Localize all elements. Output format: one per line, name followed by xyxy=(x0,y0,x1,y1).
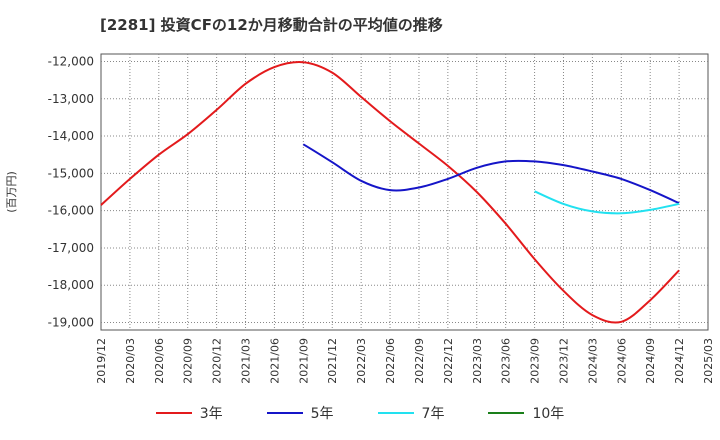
x-tick-label: 2020/12 xyxy=(211,338,224,384)
x-tick-label: 2024/03 xyxy=(586,338,599,384)
y-tick-label: -16,000 xyxy=(48,204,94,218)
legend: 3年 5年 7年 10年 xyxy=(0,403,720,423)
legend-swatch xyxy=(266,412,303,414)
legend-swatch xyxy=(488,412,525,414)
x-tick-label: 2023/09 xyxy=(529,338,542,384)
y-tick-label: -13,000 xyxy=(48,92,94,106)
x-tick-label: 2024/06 xyxy=(615,338,628,384)
x-tick-label: 2020/09 xyxy=(182,338,195,384)
x-tick-label: 2023/06 xyxy=(500,338,513,384)
x-tick-label: 2019/12 xyxy=(95,338,108,384)
series-line-3 xyxy=(534,190,680,215)
legend-label: 5年 xyxy=(310,406,334,422)
legend-item: 10年 xyxy=(488,403,564,423)
legend-swatch xyxy=(155,412,192,414)
x-tick-label: 2023/12 xyxy=(557,338,570,384)
x-tick-label: 2024/09 xyxy=(644,338,657,384)
y-tick-label: -17,000 xyxy=(48,241,94,255)
x-tick-label: 2021/12 xyxy=(326,338,339,384)
legend-label: 10年 xyxy=(532,406,565,422)
y-tick-label: -12,000 xyxy=(48,54,94,68)
x-tick-label: 2021/09 xyxy=(297,338,310,384)
x-tick-label: 2022/12 xyxy=(442,338,455,384)
legend-label: 7年 xyxy=(421,406,445,422)
y-tick-label: -18,000 xyxy=(48,278,94,292)
x-tick-label: 2020/03 xyxy=(124,338,137,384)
x-tick-label: 2022/03 xyxy=(355,338,368,384)
legend-swatch xyxy=(377,412,414,414)
x-tick-label: 2021/06 xyxy=(268,338,281,384)
grid-layer xyxy=(100,53,709,331)
series-line-1 xyxy=(100,61,680,324)
y-tick-label: -14,000 xyxy=(48,129,94,143)
legend-label: 3年 xyxy=(199,406,223,422)
x-tick-label: 2024/12 xyxy=(673,338,686,384)
axis-layer: 2019/12 2020/03 2020/06 2020/09 2020/12 2021/… xyxy=(5,54,715,383)
chart-title: [2281] 投資CFの12か月移動合計の平均値の推移 xyxy=(100,16,443,34)
legend-item: 3年 xyxy=(155,403,223,423)
y-tick-label: -19,000 xyxy=(48,316,94,330)
plot-border xyxy=(100,53,709,331)
x-tick-label: 2022/06 xyxy=(384,338,397,384)
legend-item: 7年 xyxy=(377,403,445,423)
x-tick-label: 2022/09 xyxy=(413,338,426,384)
x-tick-label: 2021/03 xyxy=(240,338,253,384)
x-tick-label: 2020/06 xyxy=(153,338,166,384)
y-axis-label: (百万円) xyxy=(5,171,18,213)
y-tick-label: -15,000 xyxy=(48,166,94,180)
x-tick-label: 2025/03 xyxy=(702,338,715,384)
series-layer xyxy=(100,61,680,324)
series-line-2 xyxy=(302,143,680,205)
x-tick-label: 2023/03 xyxy=(471,338,484,384)
legend-item: 5年 xyxy=(266,403,334,423)
